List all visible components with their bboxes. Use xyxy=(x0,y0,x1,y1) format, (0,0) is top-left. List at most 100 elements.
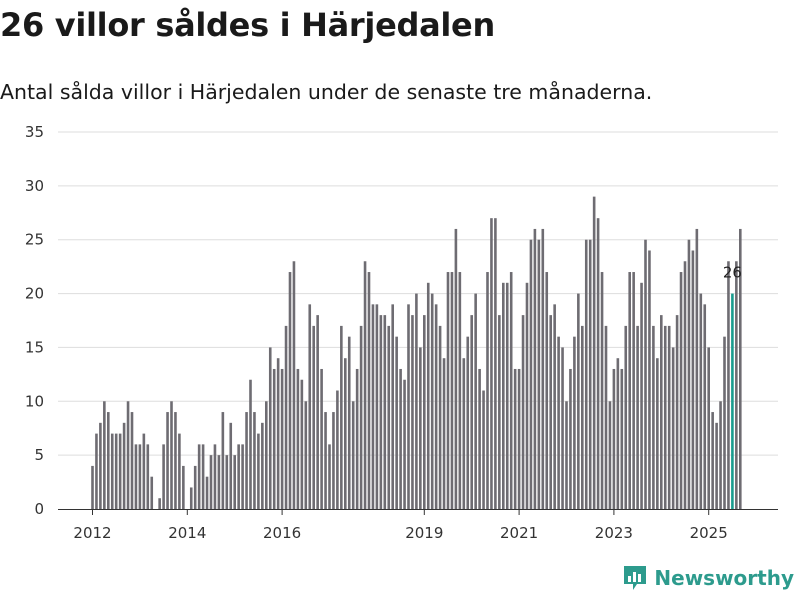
bar xyxy=(687,239,691,509)
bar xyxy=(213,444,217,509)
bar xyxy=(340,325,343,509)
bar xyxy=(379,315,383,509)
bar xyxy=(727,261,730,509)
bar xyxy=(411,315,414,509)
bar xyxy=(272,368,276,509)
bar xyxy=(541,228,545,509)
x-tick-label: 2014 xyxy=(168,524,206,542)
bar xyxy=(387,325,391,509)
bar xyxy=(632,272,635,509)
bar xyxy=(182,465,185,509)
chart-title: 26 villor såldes i Härjedalen xyxy=(0,6,495,44)
bar xyxy=(284,325,288,509)
bar xyxy=(351,401,355,509)
bar xyxy=(347,336,351,509)
bar xyxy=(434,304,438,509)
bar xyxy=(257,433,260,509)
x-tick-label: 2012 xyxy=(73,524,111,542)
bar xyxy=(332,412,335,509)
bar xyxy=(229,422,233,509)
bar xyxy=(324,412,327,509)
bar xyxy=(584,239,588,509)
bar xyxy=(122,422,126,509)
bar xyxy=(569,368,572,509)
bar xyxy=(715,422,718,509)
bar xyxy=(391,304,394,509)
bar xyxy=(241,444,244,509)
bar xyxy=(470,315,473,509)
bar xyxy=(545,272,549,509)
bar-series xyxy=(91,196,742,510)
x-tick-label: 2019 xyxy=(405,524,443,542)
bar xyxy=(620,368,624,509)
bar xyxy=(162,444,165,509)
bar xyxy=(592,196,596,509)
bar xyxy=(395,336,398,509)
bar xyxy=(375,304,379,509)
x-tick-label: 2021 xyxy=(500,524,538,542)
x-tick-label: 2025 xyxy=(690,524,728,542)
bar xyxy=(458,272,462,509)
bar xyxy=(197,444,201,509)
bar xyxy=(233,455,236,509)
bar xyxy=(695,228,699,509)
bar xyxy=(134,444,138,509)
bar xyxy=(454,228,458,509)
bar xyxy=(624,325,628,509)
bar xyxy=(344,358,347,509)
bar xyxy=(616,358,620,509)
bar xyxy=(652,325,655,509)
bar xyxy=(600,272,604,509)
bar xyxy=(628,272,631,509)
bar xyxy=(581,325,584,509)
bar xyxy=(486,272,489,509)
bar xyxy=(304,401,308,509)
bar xyxy=(316,315,319,509)
bar xyxy=(739,228,742,509)
bar xyxy=(498,315,501,509)
bar xyxy=(99,422,102,509)
bar xyxy=(292,261,296,509)
bar xyxy=(679,272,683,509)
bar xyxy=(300,379,304,509)
brand-logo: Newsworthy xyxy=(622,564,794,592)
bar xyxy=(462,358,466,509)
bar xyxy=(703,304,707,509)
bar xyxy=(478,368,481,509)
bar xyxy=(525,282,529,509)
bar xyxy=(509,272,513,509)
bar xyxy=(245,412,248,509)
bar xyxy=(482,390,485,509)
bar xyxy=(383,315,387,509)
bar xyxy=(91,465,94,509)
bar xyxy=(723,336,726,509)
bar xyxy=(442,358,446,509)
bar xyxy=(221,412,225,509)
y-tick-label: 0 xyxy=(34,500,44,518)
bar xyxy=(288,272,292,509)
bar xyxy=(107,412,110,509)
bar xyxy=(276,358,280,509)
bar xyxy=(419,347,422,509)
bar xyxy=(189,487,193,509)
bar xyxy=(494,218,497,510)
y-tick-label: 30 xyxy=(25,177,44,195)
y-tick-label: 20 xyxy=(25,285,44,303)
bar xyxy=(170,401,173,509)
bar xyxy=(359,325,363,509)
bar xyxy=(308,304,312,509)
bar xyxy=(699,293,703,509)
bar xyxy=(683,261,687,509)
bar xyxy=(644,239,647,509)
bar xyxy=(320,368,323,509)
bar xyxy=(430,293,434,509)
bar xyxy=(663,325,667,509)
bar xyxy=(450,272,454,509)
bar xyxy=(438,325,442,509)
bar xyxy=(521,315,525,509)
bar xyxy=(490,218,493,510)
bar xyxy=(296,368,300,509)
bar xyxy=(426,282,430,509)
bar xyxy=(711,412,714,509)
